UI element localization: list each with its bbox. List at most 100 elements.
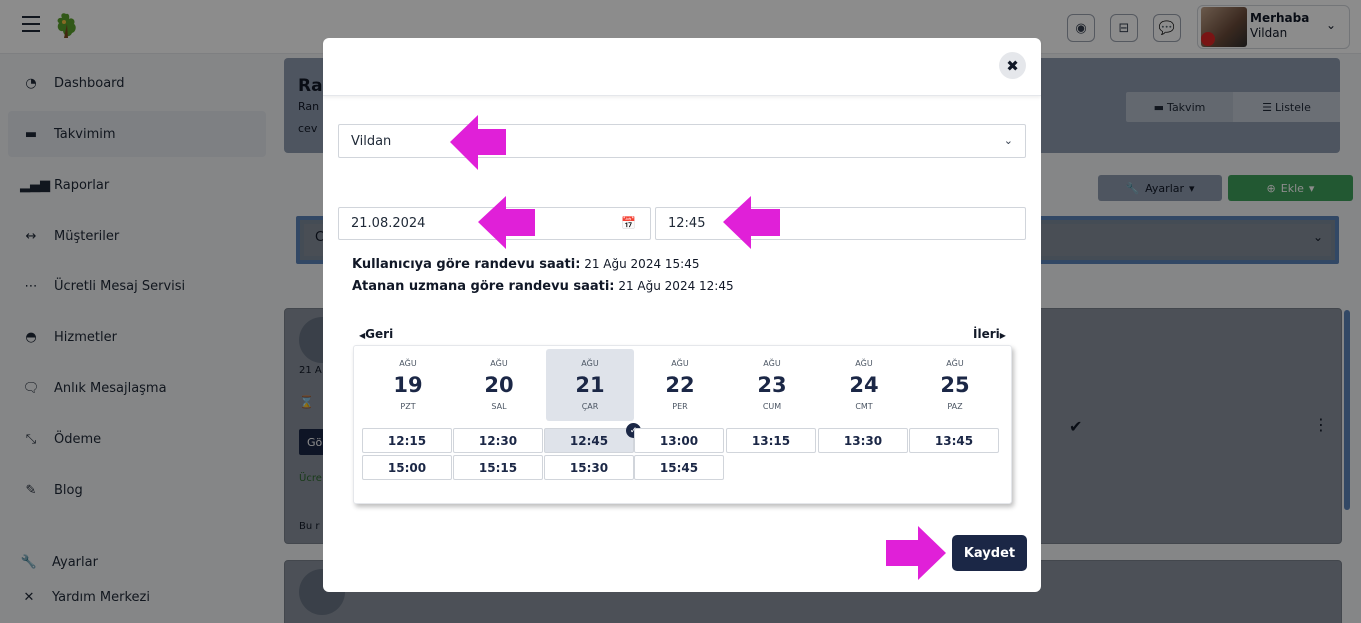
annotation-arrow-icon: [886, 526, 946, 580]
time-input-value: 12:45: [668, 216, 706, 231]
payment-icon: ⤡: [25, 431, 37, 447]
sidebar-item-label: Anlık Mesajlaşma: [54, 380, 167, 396]
page-subtitle: Ran: [298, 100, 320, 113]
sidebar-item-label: Blog: [54, 482, 83, 498]
sidebar-item-7[interactable]: 🗨 Anlık Mesajlaşma: [8, 365, 266, 411]
sidebar-item-label: Yardım Merkezi: [52, 589, 150, 605]
sidebar-item-11[interactable]: ✕ Yardım Merkezi: [8, 581, 266, 613]
chat-icon[interactable]: 💬: [1153, 14, 1181, 42]
sidebar-item-label: Raporlar: [54, 177, 110, 193]
next-week-button[interactable]: İleri▶: [973, 327, 1006, 341]
calendar-icon[interactable]: 📅: [621, 216, 636, 230]
time-slot[interactable]: 13:30: [818, 428, 908, 453]
check-icon: ✔: [1069, 417, 1083, 436]
day-num: 20: [484, 373, 514, 397]
calendar-icon: ▬: [24, 126, 38, 142]
card-date: 21 A: [299, 365, 322, 376]
calendar-day[interactable]: AĞU 21 ÇAR: [546, 349, 634, 421]
caret-down-icon: ▾: [1189, 181, 1195, 195]
view-list-button[interactable]: ☰ Listele: [1233, 92, 1340, 122]
sidebar: ◔ Dashboard ▬ Takvimim ▂▄▆ Raporlar ↔ Müşterile…: [0, 54, 280, 623]
time-slot-label: 13:30: [843, 433, 883, 448]
prev-week-label: Geri: [365, 327, 394, 341]
sidebar-item-label: Dashboard: [54, 75, 125, 91]
expert-time-label: Atanan uzmana göre randevu saati:: [352, 279, 615, 294]
sidebar-item-1[interactable]: ◔ Dashboard: [8, 60, 266, 106]
user-menu[interactable]: Merhaba Vildan ⌄: [1197, 5, 1350, 49]
day-dow: CMT: [855, 402, 873, 411]
chevron-down-icon: ⌄: [1312, 230, 1323, 244]
day-dow: SAL: [491, 402, 507, 411]
day-num: 22: [665, 373, 695, 397]
day-num: 25: [940, 373, 970, 397]
add-label: Ekle: [1280, 181, 1304, 195]
status-dot: [1201, 32, 1215, 46]
user-greeting: Merhaba: [1250, 11, 1310, 25]
view-calendar-button[interactable]: ▬ Takvim: [1126, 92, 1233, 122]
wrench-icon: 🔧: [20, 554, 38, 570]
calendar-day[interactable]: AĞU 22 PER: [636, 349, 724, 421]
user-name: Vildan: [1250, 26, 1288, 40]
sidebar-item-5[interactable]: ⋯ Ücretli Mesaj Servisi: [8, 263, 266, 309]
calendar-day[interactable]: AĞU 20 SAL: [455, 349, 543, 421]
sidebar-item-9[interactable]: ✎ Blog: [8, 467, 266, 513]
time-slot[interactable]: 12:15: [362, 428, 452, 453]
app-logo-icon[interactable]: [55, 12, 77, 40]
services-icon: ◓: [25, 329, 37, 345]
time-slot[interactable]: 12:45✓: [544, 423, 641, 453]
sidebar-item-4[interactable]: ↔ Müşteriler: [8, 213, 266, 259]
time-slot[interactable]: 15:00: [362, 455, 452, 480]
add-dropdown-button[interactable]: ⊕ Ekle ▾: [1228, 175, 1353, 201]
eye-icon[interactable]: ◉: [1067, 14, 1095, 42]
help-icon: ✕: [23, 589, 35, 605]
gauge-icon: ◔: [25, 75, 37, 91]
time-slot-label: 12:45: [569, 433, 609, 448]
close-button[interactable]: ✖: [999, 52, 1026, 79]
day-dow: ÇAR: [581, 402, 599, 411]
hamburger-menu-icon[interactable]: [22, 16, 40, 32]
time-input[interactable]: 12:45: [655, 207, 1026, 240]
time-slot[interactable]: 12:30: [453, 428, 543, 453]
expert-select[interactable]: Vildan ⌄: [338, 124, 1026, 158]
calendar-icon: ▬: [1153, 100, 1165, 114]
prev-week-button[interactable]: ◀Geri: [359, 327, 393, 341]
time-slot[interactable]: 15:45: [634, 455, 724, 480]
sidebar-item-3[interactable]: ▂▄▆ Raporlar: [8, 162, 266, 208]
sidebar-item-6[interactable]: ◓ Hizmetler: [8, 314, 266, 360]
expert-time-info: Atanan uzmana göre randevu saati: 21 Ağu…: [352, 279, 734, 294]
time-slot[interactable]: 13:15: [726, 428, 816, 453]
calendar-day[interactable]: AĞU 24 CMT: [820, 349, 908, 421]
calendar-day[interactable]: AĞU 23 CUM: [728, 349, 816, 421]
sidebar-item-8[interactable]: ⤡ Ödeme: [8, 416, 266, 462]
chat-icon: 🗨: [22, 380, 40, 396]
time-slot-label: 15:30: [569, 460, 609, 475]
view-list-label: Listele: [1275, 100, 1311, 114]
day-num: 19: [393, 373, 423, 397]
toggle-icon[interactable]: ⊟: [1110, 14, 1138, 42]
sidebar-item-10[interactable]: 🔧 Ayarlar: [8, 546, 266, 578]
time-slot-label: 15:00: [387, 460, 427, 475]
sidebar-item-label: Ayarlar: [52, 554, 98, 570]
day-month: AĞU: [946, 359, 964, 368]
calendar-day[interactable]: AĞU 25 PAZ: [911, 349, 999, 421]
next-week-label: İleri: [973, 327, 1000, 341]
time-slot[interactable]: 13:00: [634, 428, 724, 453]
time-slot[interactable]: 13:45: [909, 428, 999, 453]
time-slot[interactable]: 15:15: [453, 455, 543, 480]
more-options-icon[interactable]: ⋮: [1313, 415, 1329, 434]
sidebar-item-2[interactable]: ▬ Takvimim: [8, 111, 266, 157]
day-dow: PER: [672, 402, 688, 411]
message-dots-icon: ⋯: [24, 278, 38, 294]
sidebar-item-label: Takvimim: [54, 126, 116, 142]
user-time-info: Kullanıcıya göre randevu saati: 21 Ağu 2…: [352, 257, 699, 272]
page-title: Ra: [298, 76, 323, 96]
save-button[interactable]: Kaydet: [952, 535, 1027, 571]
day-dow: PAZ: [947, 402, 963, 411]
list-icon: ☰: [1262, 100, 1273, 114]
scrollbar[interactable]: [1344, 310, 1350, 510]
time-slot[interactable]: 15:30: [544, 455, 634, 480]
caret-down-icon: ▾: [1308, 181, 1315, 195]
time-slot-label: 15:15: [478, 460, 518, 475]
settings-dropdown-button[interactable]: 🔧 Ayarlar ▾: [1098, 175, 1222, 201]
calendar-day[interactable]: AĞU 19 PZT: [364, 349, 452, 421]
